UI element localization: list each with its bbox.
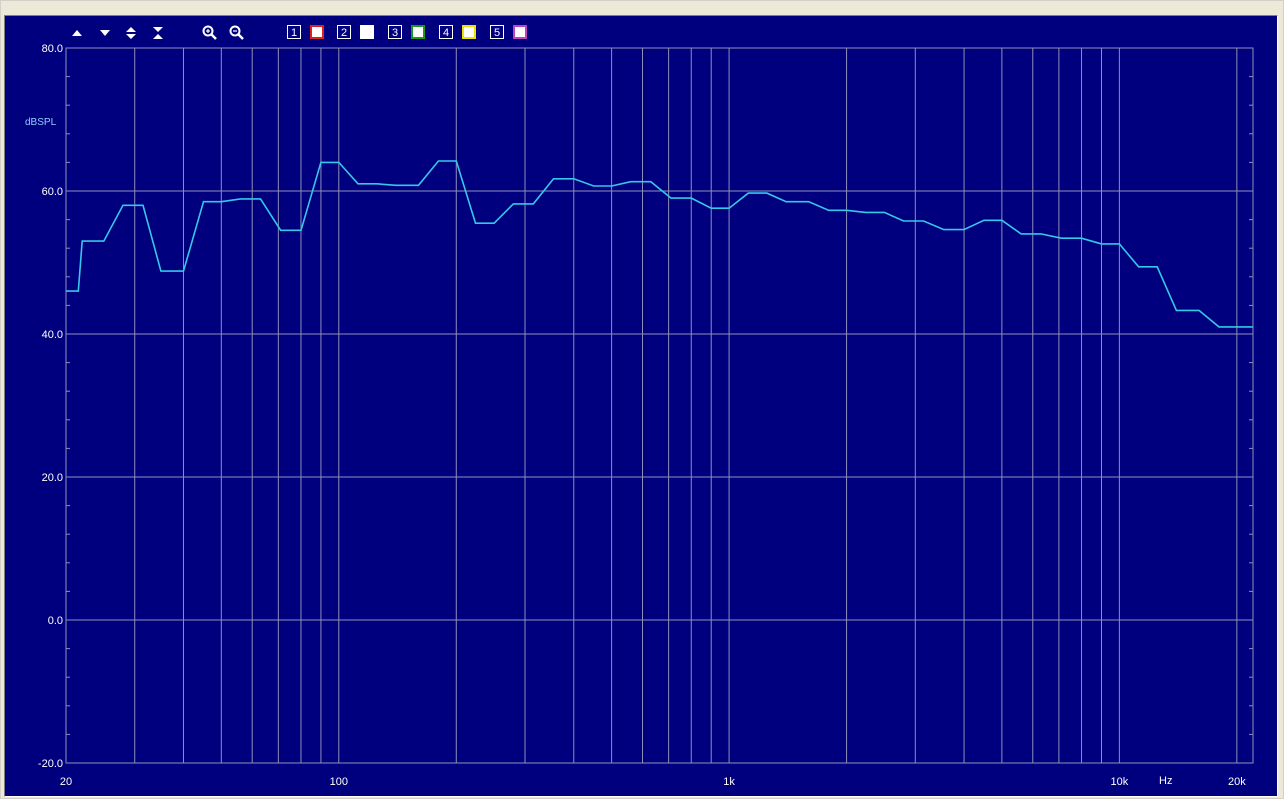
- trace-layer: [66, 160, 1253, 328]
- trace-2-toggle[interactable]: 2: [337, 25, 351, 39]
- y-tick-label: 20.0: [42, 472, 63, 484]
- x-axis-unit-label: Hz: [1159, 775, 1172, 787]
- y-tick-label: 60.0: [42, 186, 63, 198]
- trace-1-color-swatch[interactable]: [310, 25, 324, 39]
- plot-frame: [65, 47, 1254, 764]
- x-tick-label: 100: [330, 776, 348, 788]
- trace-2-color-swatch[interactable]: [360, 25, 374, 39]
- trace-3-color-swatch[interactable]: [411, 25, 425, 39]
- compress-vertical-icon[interactable]: [150, 25, 166, 41]
- frequency-response-chart: 80.0 60.0 40.0 20.0 0.0 -20.0 20 100 1k 10k 20k dB…: [25, 43, 1254, 788]
- y-tick-label: 80.0: [42, 43, 63, 55]
- plot-panel: 80.0 60.0 40.0 20.0 0.0 -20.0 20 100 1k 10k 20k dB…: [4, 15, 1278, 797]
- trace-4-color-swatch[interactable]: [462, 25, 476, 39]
- scroll-up-icon[interactable]: [69, 25, 85, 41]
- y-tick-label: 0.0: [48, 615, 63, 627]
- scroll-down-icon[interactable]: [97, 25, 113, 41]
- trace-5-color-swatch[interactable]: [513, 25, 527, 39]
- trace-1-toggle[interactable]: 1: [287, 25, 301, 39]
- expand-vertical-icon[interactable]: [123, 25, 139, 41]
- y-tick-label: -20.0: [38, 758, 63, 770]
- y-axis-label: dBSPL: [25, 117, 57, 128]
- axis-layer: 80.0 60.0 40.0 20.0 0.0 -20.0 20 100 1k 10k 20k: [38, 43, 1246, 788]
- zoom-in-icon[interactable]: [202, 25, 218, 41]
- x-tick-label: 1k: [723, 776, 735, 788]
- grid-layer: [65, 47, 1254, 764]
- x-tick-label: 10k: [1110, 776, 1128, 788]
- trace-4-toggle[interactable]: 4: [439, 25, 453, 39]
- response-trace-line: [66, 160, 1253, 328]
- trace-3-toggle[interactable]: 3: [388, 25, 402, 39]
- x-tick-label: 20: [60, 776, 72, 788]
- y-tick-label: 40.0: [42, 329, 63, 341]
- trace-5-toggle[interactable]: 5: [490, 25, 504, 39]
- x-tick-label: 20k: [1228, 776, 1246, 788]
- zoom-out-icon[interactable]: [229, 25, 245, 41]
